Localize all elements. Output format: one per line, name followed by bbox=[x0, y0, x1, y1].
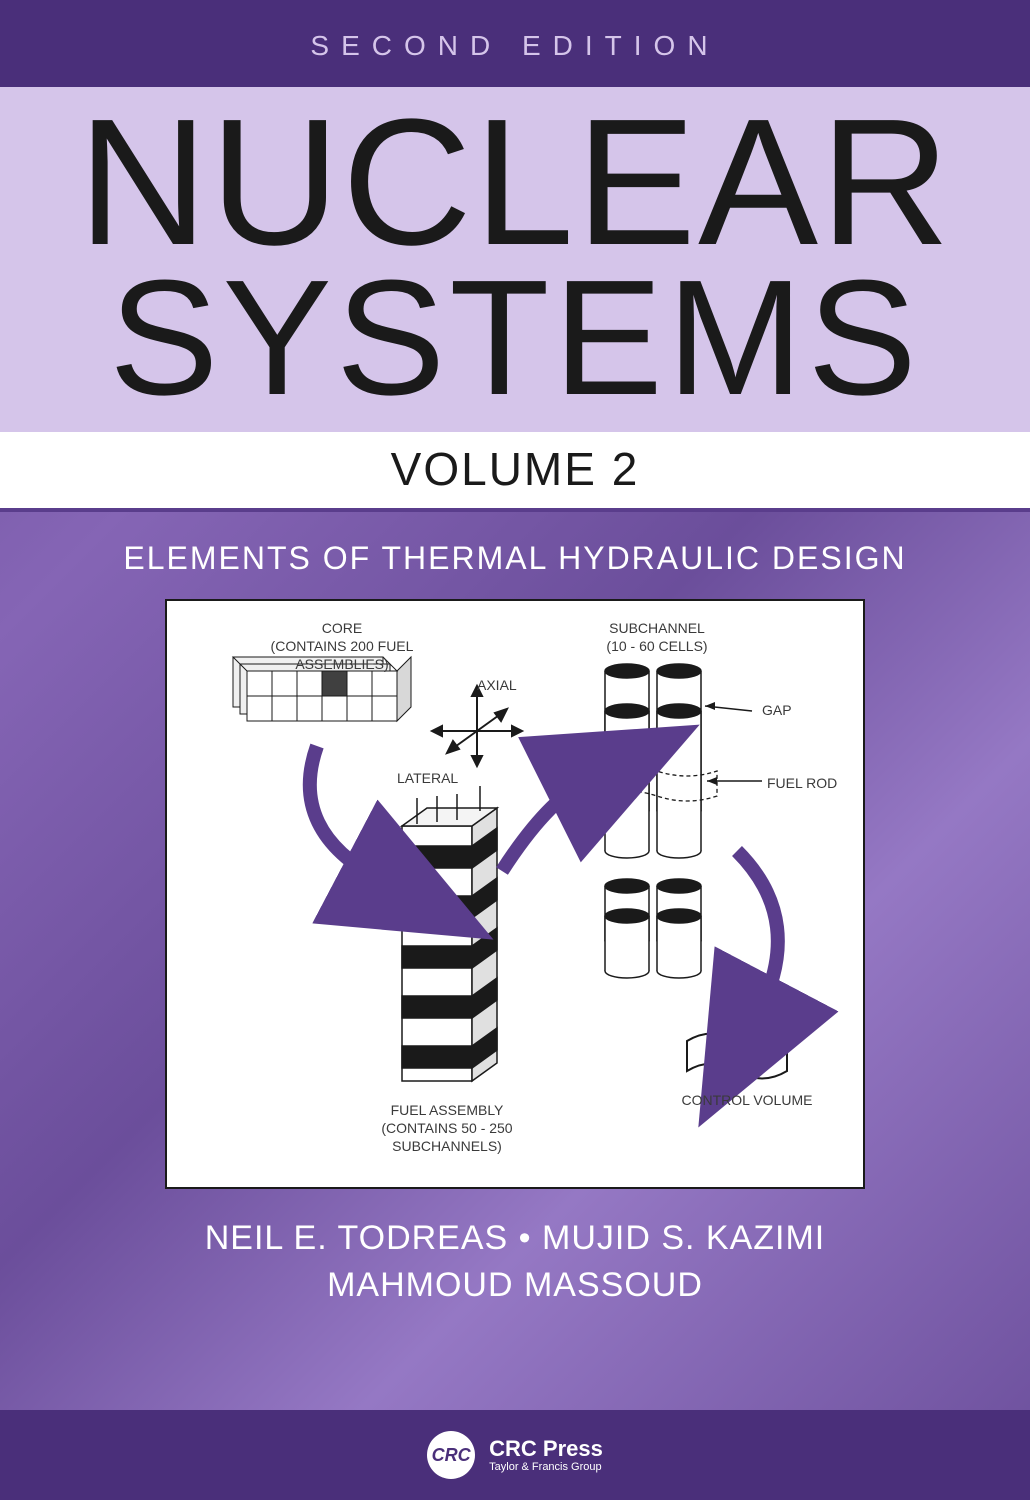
diagram-wrap: CORE (CONTAINS 200 FUEL ASSEMBLIES) SUBC… bbox=[0, 599, 1030, 1189]
authors-line2: MAHMOUD MASSOUD bbox=[0, 1266, 1030, 1305]
top-strip: SECOND EDITION bbox=[0, 0, 1030, 87]
publisher-text: CRC Press Taylor & Francis Group bbox=[489, 1437, 603, 1473]
subtitle-label: ELEMENTS OF THERMAL HYDRAULIC DESIGN bbox=[0, 540, 1030, 577]
subchannel bbox=[597, 664, 762, 978]
book-cover: SECOND EDITION NUCLEAR SYSTEMS VOLUME 2 … bbox=[0, 0, 1030, 1500]
lateral-label: LATERAL bbox=[397, 769, 458, 787]
subchannel-label: SUBCHANNEL (10 - 60 CELLS) bbox=[577, 619, 737, 655]
diagram: CORE (CONTAINS 200 FUEL ASSEMBLIES) SUBC… bbox=[165, 599, 865, 1189]
authors: NEIL E. TODREAS • MUJID S. KAZIMI MAHMOU… bbox=[0, 1189, 1030, 1315]
authors-line1: NEIL E. TODREAS • MUJID S. KAZIMI bbox=[0, 1219, 1030, 1258]
title-line2: SYSTEMS bbox=[0, 264, 1030, 412]
gap-label: GAP bbox=[762, 701, 792, 719]
crc-logo-icon: CRC bbox=[427, 1431, 475, 1479]
publisher-strip: CRC CRC Press Taylor & Francis Group bbox=[0, 1410, 1030, 1500]
title-line1: NUCLEAR bbox=[0, 102, 1030, 264]
subtitle-row: ELEMENTS OF THERMAL HYDRAULIC DESIGN bbox=[0, 512, 1030, 599]
publisher-name: CRC Press bbox=[489, 1437, 603, 1461]
axis-arrows bbox=[432, 686, 522, 766]
title-band: NUCLEAR SYSTEMS bbox=[0, 87, 1030, 432]
control-volume bbox=[687, 1033, 787, 1078]
volume-label: VOLUME 2 bbox=[0, 442, 1030, 496]
fuelassembly-label: FUEL ASSEMBLY (CONTAINS 50 - 250 SUBCHAN… bbox=[357, 1101, 537, 1156]
axial-label: AXIAL bbox=[477, 676, 517, 694]
edition-label: SECOND EDITION bbox=[0, 30, 1030, 62]
controlvol-label: CONTROL VOLUME bbox=[667, 1091, 827, 1109]
fuel-assembly bbox=[402, 786, 497, 1081]
publisher-group: Taylor & Francis Group bbox=[489, 1461, 603, 1473]
fuelrod-label: FUEL ROD bbox=[767, 774, 837, 792]
volume-band: VOLUME 2 bbox=[0, 432, 1030, 512]
core-label: CORE (CONTAINS 200 FUEL ASSEMBLIES) bbox=[227, 619, 457, 674]
